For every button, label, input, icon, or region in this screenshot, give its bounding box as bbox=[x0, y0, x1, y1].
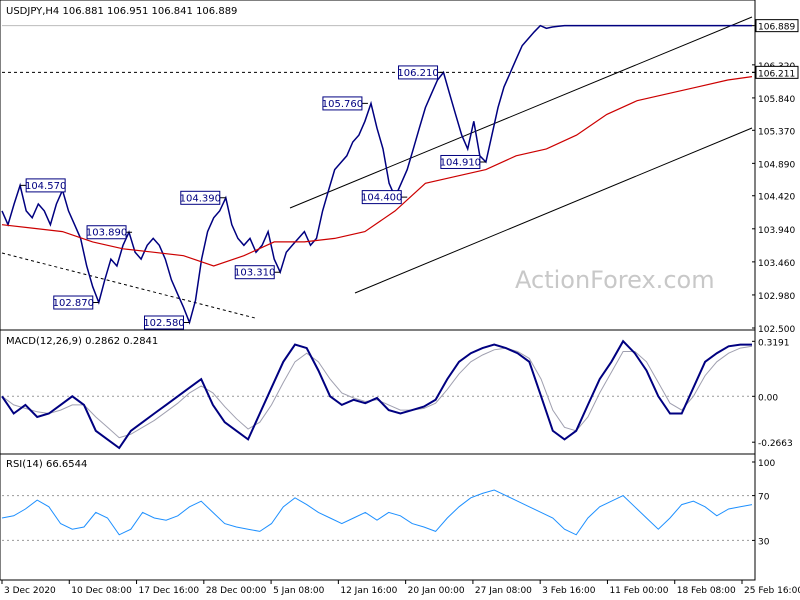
price-axis-label: 105.840 bbox=[758, 95, 795, 105]
annotation-label: 102.580 bbox=[143, 318, 184, 329]
annotation-label: 104.390 bbox=[180, 193, 221, 204]
price-axis-label: 106.211 bbox=[758, 69, 795, 79]
x-axis-label: 27 Jan 08:00 bbox=[475, 586, 532, 596]
annotation-label: 106.210 bbox=[397, 68, 438, 79]
price-axis-label: 106.889 bbox=[758, 23, 795, 33]
price-annotation: 104.400 bbox=[361, 190, 408, 205]
macd-panel: MACD(12,26,9) 0.2862 0.2841 0.3191 0.00 -0… bbox=[0, 329, 793, 455]
rsi-panel-header: RSI(14) 66.6544 bbox=[6, 459, 87, 470]
x-axis-label: 12 Jan 16:00 bbox=[340, 586, 397, 596]
price-axis-box bbox=[755, 19, 799, 33]
price-annotation: 105.760 bbox=[322, 96, 368, 111]
trend-line-dashed bbox=[1, 252, 256, 319]
annotation-label: 102.870 bbox=[53, 298, 94, 309]
x-axis-label: 17 Dec 16:00 bbox=[139, 586, 200, 596]
price-axis-label: 103.940 bbox=[758, 226, 795, 236]
price-panel-header: USDJPY,H4 106.881 106.951 106.841 106.88… bbox=[6, 6, 237, 17]
x-axis-label: 11 Feb 00:00 bbox=[609, 586, 668, 596]
price-axis-label: 103.460 bbox=[758, 259, 795, 269]
moving-average-line bbox=[1, 76, 753, 267]
macd-axis-label: 0.00 bbox=[758, 393, 778, 403]
x-axis: 3 Dec 2020 10 Dec 08:00 17 Dec 16:00 28 Dec… bbox=[1, 580, 800, 596]
price-annotation: 104.910 bbox=[440, 154, 486, 169]
annotation-label: 105.760 bbox=[322, 99, 363, 110]
annotation-label: 103.890 bbox=[86, 228, 127, 239]
price-annotation: 104.570 bbox=[20, 178, 66, 193]
price-panel: USDJPY,H4 106.881 106.951 106.841 106.88… bbox=[0, 0, 799, 335]
macd-axis-label: -0.2663 bbox=[758, 439, 793, 449]
price-axis-label: 105.370 bbox=[758, 127, 795, 137]
x-axis-label: 10 Dec 08:00 bbox=[71, 586, 132, 596]
channel-upper-line bbox=[289, 16, 753, 209]
macd-line bbox=[1, 339, 752, 450]
rsi-axis-label: 30 bbox=[758, 537, 770, 547]
price-axis-label: 104.890 bbox=[758, 160, 795, 170]
price-annotation: 103.890 bbox=[86, 225, 133, 240]
x-axis-label: 18 Feb 08:00 bbox=[677, 586, 736, 596]
watermark: ActionForex.com bbox=[515, 266, 715, 294]
rsi-panel: RSI(14) 66.6544 100 70 30 bbox=[0, 453, 775, 581]
rsi-line bbox=[1, 489, 753, 536]
rsi-axis-label: 100 bbox=[758, 459, 775, 469]
annotation-label: 104.570 bbox=[25, 181, 66, 192]
x-axis-label: 20 Jan 00:00 bbox=[408, 586, 465, 596]
price-annotation: 103.310 bbox=[234, 265, 281, 280]
price-axis-label: 104.420 bbox=[758, 193, 795, 203]
macd-panel-header: MACD(12,26,9) 0.2862 0.2841 bbox=[6, 336, 158, 347]
x-axis-label: 3 Dec 2020 bbox=[4, 586, 56, 596]
macd-y-axis: 0.3191 0.00 -0.2663 bbox=[752, 338, 793, 449]
price-annotation: 104.390 bbox=[180, 190, 226, 205]
price-content: 104.570 102.870 103.890 102.580 104.390 103.3… bbox=[1, 16, 755, 330]
x-axis-label: 28 Dec 00:00 bbox=[206, 586, 267, 596]
price-annotation: 106.210 bbox=[397, 65, 444, 80]
x-axis-label: 3 Feb 16:00 bbox=[542, 586, 596, 596]
annotation-label: 103.310 bbox=[234, 268, 275, 279]
price-y-axis: 106.889106.320106.211105.840105.370104.8… bbox=[752, 19, 799, 335]
annotation-label: 104.910 bbox=[440, 157, 481, 168]
annotation-label: 104.400 bbox=[361, 193, 402, 204]
channel-lower-line bbox=[354, 127, 753, 294]
macd-axis-label: 0.3191 bbox=[758, 338, 790, 348]
price-axis-label: 102.980 bbox=[758, 292, 795, 302]
price-axis-label: 102.500 bbox=[758, 325, 795, 335]
rsi-y-axis: 100 70 30 bbox=[752, 459, 775, 547]
price-annotation: 102.580 bbox=[143, 315, 190, 330]
x-axis-label: 5 Jan 08:00 bbox=[273, 586, 325, 596]
rsi-axis-label: 70 bbox=[758, 493, 770, 503]
price-annotation: 102.870 bbox=[53, 295, 99, 310]
x-axis-label: 25 Feb 16:00 bbox=[744, 586, 800, 596]
rsi-content bbox=[1, 489, 753, 541]
macd-content bbox=[1, 339, 753, 450]
price-axis-box bbox=[755, 65, 799, 79]
price-series-line bbox=[1, 24, 752, 325]
